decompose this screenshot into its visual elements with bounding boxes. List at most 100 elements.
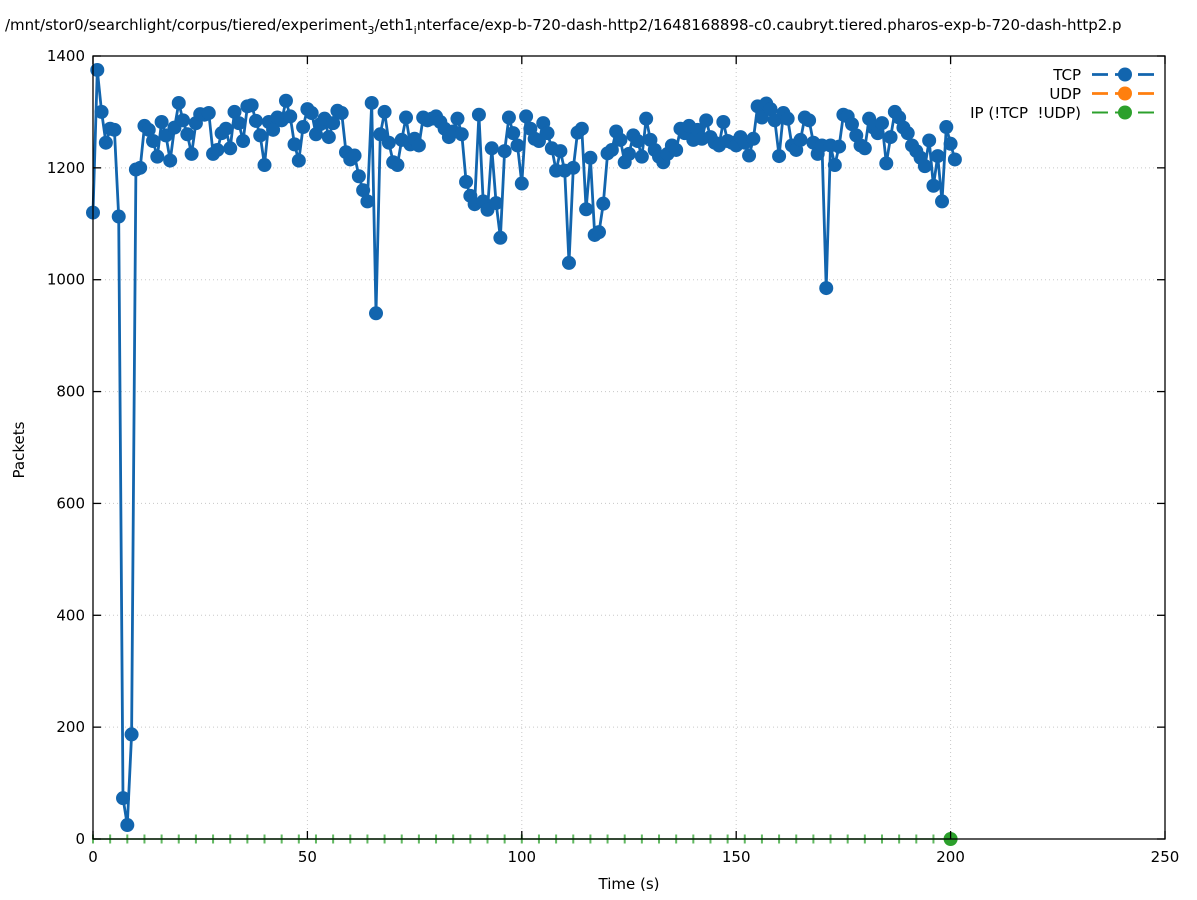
legend-label-tcp: TCP [1053,65,1081,84]
data-point [926,178,941,193]
data-point [832,139,847,154]
data-point [493,230,508,245]
data-point [489,196,504,211]
data-point [574,121,589,136]
y-tick-label: 400 [56,606,85,624]
x-tick-label: 200 [936,848,965,866]
data-point [278,93,293,108]
data-point [793,132,808,147]
data-point [111,209,126,224]
legend-label-ip-other: IP (!TCP !UDP) [970,103,1081,122]
data-point [244,98,259,113]
x-tick-label: 250 [1151,848,1180,866]
chart-title-part1: /mnt/stor0/searchlight/corpus/tiered/exp… [5,16,368,34]
data-point [802,113,817,128]
data-point [98,135,113,150]
tick-labels: 0 200 400 600 800 1000 1200 1400 0 50 100 150 200 250 [47,47,1180,866]
data-point [124,727,139,742]
y-tick-label: 1400 [47,47,85,65]
data-point [326,116,341,131]
data-point [746,131,761,146]
data-point [287,137,302,152]
data-point [150,149,165,164]
data-point [210,142,225,157]
data-point [827,158,842,173]
data-point [390,158,405,173]
data-point [334,106,349,121]
data-point [411,138,426,153]
data-point [497,144,512,159]
data-point [716,114,731,129]
data-point [201,106,216,121]
data-point [780,111,795,126]
x-tick-label: 50 [298,848,317,866]
data-point [844,117,859,132]
y-tick-label: 1000 [47,271,85,289]
data-point [133,160,148,175]
data-point [296,120,311,135]
data-point [471,107,486,122]
data-point [231,116,246,131]
data-point [900,126,915,141]
data-point [510,138,525,153]
data-point [639,111,654,126]
data-point [304,106,319,121]
data-point [356,183,371,198]
data-point [351,169,366,184]
data-point [519,109,534,124]
data-point [253,128,268,143]
data-point [669,142,684,157]
data-point [107,122,122,137]
legend-entry-ip-other: IP (!TCP !UDP) [970,103,1161,122]
data-point [819,281,834,296]
chart-title-part2: /eth1 [374,16,414,34]
data-point [360,194,375,209]
x-axis-label: Time (s) [598,875,660,893]
data-point [399,110,414,125]
data-point [180,127,195,142]
data-point [94,104,109,119]
chart-title-subscript-3: 3 [367,24,375,37]
y-tick-label: 1200 [47,159,85,177]
data-point [742,148,757,163]
data-point [506,126,521,141]
data-point [377,104,392,119]
data-point [291,153,306,168]
data-point [939,120,954,135]
data-point [163,153,178,168]
data-point [874,116,889,131]
data-point [501,110,516,125]
data-point [116,791,131,806]
data-point [514,176,529,191]
chart-title-part3: nterface/exp-b-720-dash-http2/1648168898… [416,16,1122,34]
data-point [763,102,778,117]
data-point [321,130,336,145]
y-tick-label: 800 [56,383,85,401]
data-point [146,134,161,149]
x-tick-label: 150 [722,848,751,866]
y-axis-label: Packets [10,421,28,479]
legend-marker-tcp [1092,67,1158,82]
x-tick-label: 100 [507,848,536,866]
data-point [879,156,894,171]
data-point [454,127,469,142]
data-point [583,150,598,165]
data-point [90,62,105,77]
data-point [223,141,238,156]
legend: TCP UDP IP (!TCP !UDP) [970,65,1161,122]
gridlines [93,55,1166,839]
legend-marker-ip-other [1092,105,1158,120]
data-point [917,159,932,174]
data-point [947,152,962,167]
data-point [613,132,628,147]
data-point [699,113,714,128]
data-point [772,149,787,164]
data-point [373,127,388,142]
data-point [930,149,945,164]
data-point [857,141,872,156]
data-point [484,141,499,156]
data-point [347,148,362,163]
data-point [459,174,474,189]
